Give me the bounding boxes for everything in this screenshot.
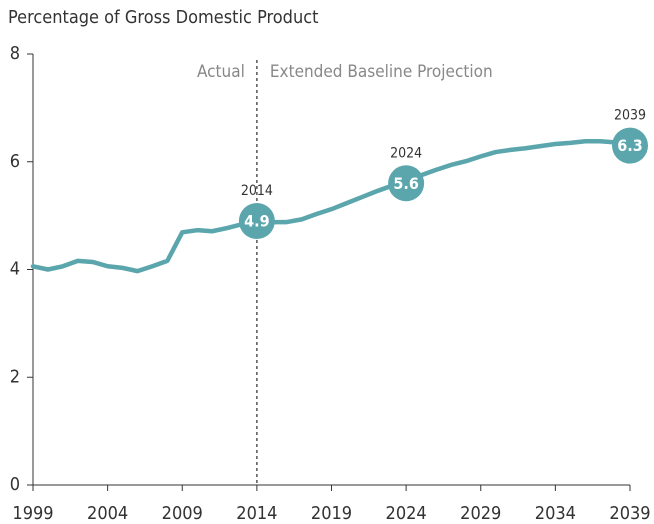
highlight-value: 6.3 <box>617 136 643 155</box>
y-axis-label: Percentage of Gross Domestic Product <box>8 7 318 28</box>
x-tick-label: 2039 <box>609 503 650 524</box>
y-tick-label: 6 <box>10 151 20 172</box>
x-tick-label: 1999 <box>12 503 53 524</box>
x-tick-label: 2029 <box>460 503 501 524</box>
y-tick-label: 0 <box>10 474 20 495</box>
x-tick-label: 2034 <box>535 503 576 524</box>
x-tick-label: 2019 <box>311 503 352 524</box>
divider-left-label: Actual <box>197 62 245 82</box>
highlight-year: 2024 <box>390 145 422 161</box>
highlight-value: 5.6 <box>393 174 419 193</box>
y-tick-label: 2 <box>10 366 20 387</box>
line <box>30 139 633 274</box>
divider-right-label: Extended Baseline Projection <box>270 62 493 82</box>
y-tick-label: 4 <box>10 259 20 280</box>
y-tick-label: 8 <box>10 43 20 64</box>
x-tick-label: 2024 <box>386 503 427 524</box>
highlight-marker <box>388 165 425 202</box>
highlight-marker <box>612 127 648 164</box>
highlight-value: 4.9 <box>244 212 270 231</box>
x-tick-label: 2009 <box>162 503 203 524</box>
highlight-year: 2039 <box>614 108 646 124</box>
x-tick-label: 2014 <box>236 503 277 524</box>
highlight-marker <box>238 203 275 240</box>
highlight-year: 2014 <box>241 183 273 199</box>
x-tick-label: 2004 <box>87 503 128 524</box>
